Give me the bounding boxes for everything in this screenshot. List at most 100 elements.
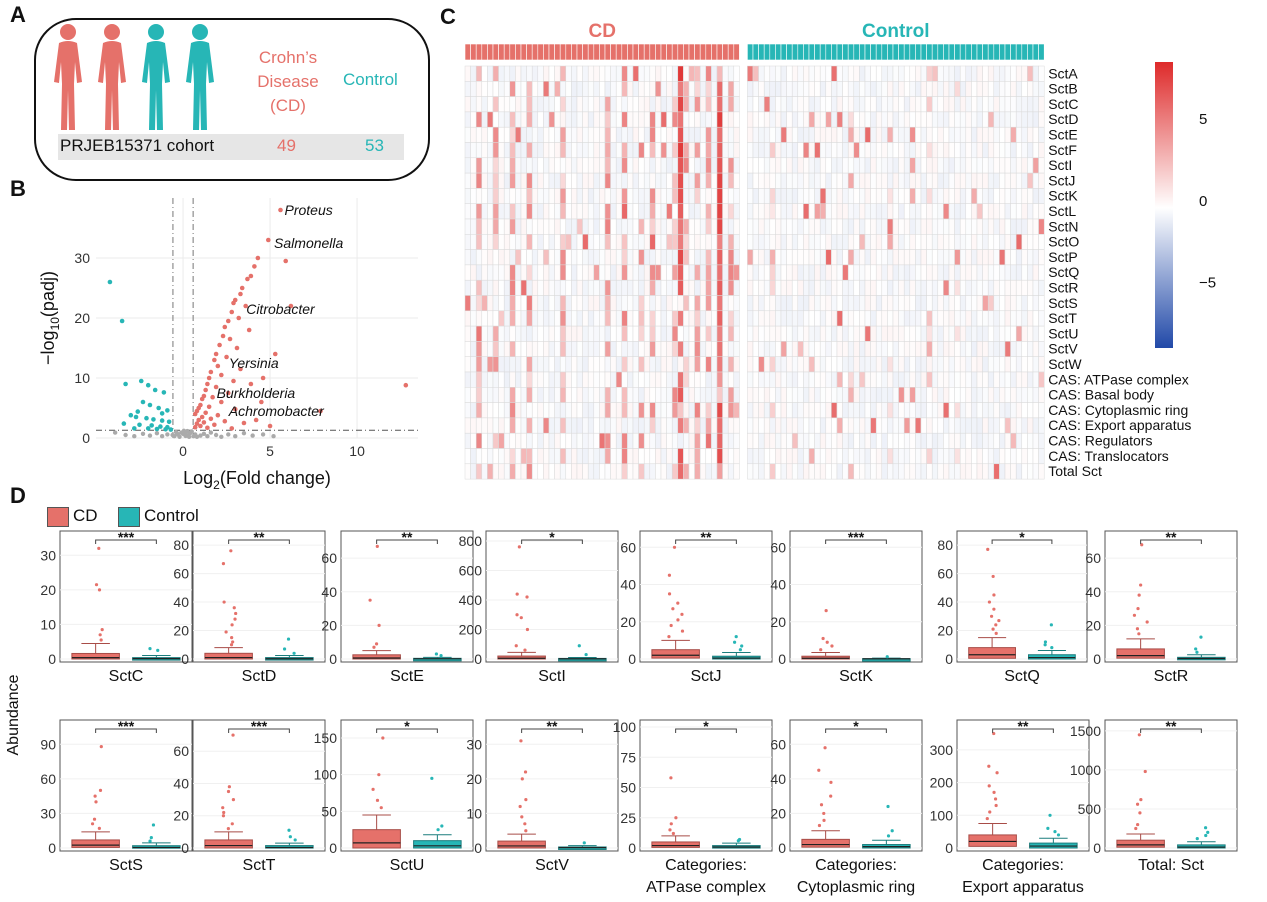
- heatmap-cell: [903, 295, 911, 312]
- heatmap-cell: [711, 81, 718, 97]
- heatmap-cell: [747, 448, 754, 465]
- heatmap-cell: [722, 387, 729, 403]
- heatmap-cell: [993, 249, 1000, 266]
- heatmap-cell: [987, 371, 995, 388]
- heatmap-cell: [859, 249, 866, 266]
- heatmap-annotation-cell: [733, 43, 740, 61]
- heatmap-cell: [870, 142, 877, 159]
- heatmap-cell: [481, 218, 488, 235]
- heatmap-annotation-cell: [464, 43, 471, 61]
- heatmap-cell: [903, 157, 911, 174]
- heatmap-cell: [747, 310, 754, 327]
- boxplot-xlabel-line2: Cytoplasmic ring: [797, 879, 915, 896]
- heatmap-cell: [526, 172, 533, 189]
- heatmap-cell: [599, 126, 606, 143]
- heatmap-cell: [1032, 432, 1039, 449]
- heatmap-cell: [948, 172, 955, 189]
- heatmap-cell: [610, 432, 617, 449]
- boxplot-panel: [1104, 530, 1238, 663]
- heatmap-cell: [842, 81, 849, 97]
- heatmap-cell: [694, 448, 701, 465]
- heatmap-cell: [887, 264, 894, 281]
- heatmap-cell: [819, 65, 827, 82]
- heatmap-cell: [931, 356, 939, 373]
- heatmap-cell: [487, 126, 494, 143]
- boxplot-ytick-label: 80: [173, 537, 189, 553]
- heatmap-cell: [948, 402, 955, 419]
- heatmap-cell: [1004, 157, 1011, 174]
- volcano-point-ns: [250, 433, 255, 438]
- boxplot-outlier: [991, 627, 995, 631]
- heatmap-cell: [649, 96, 656, 113]
- boxplot-ytick-label: 60: [173, 566, 189, 582]
- heatmap-cell: [853, 402, 860, 419]
- heatmap-cell: [565, 341, 572, 357]
- heatmap-cell: [999, 65, 1006, 82]
- heatmap-cell: [825, 157, 832, 174]
- heatmap-cell: [926, 310, 933, 327]
- heatmap-cell: [548, 279, 555, 296]
- heatmap-cell: [559, 295, 567, 312]
- heatmap-cell: [808, 402, 815, 419]
- heatmap-cell: [705, 218, 712, 235]
- heatmap-cell: [492, 172, 499, 189]
- heatmap-cell: [610, 295, 617, 312]
- heatmap-cell: [727, 341, 735, 357]
- heatmap-cell: [599, 188, 606, 204]
- heatmap-cell: [565, 172, 572, 189]
- heatmap-cell: [976, 463, 983, 480]
- heatmap-cell: [716, 295, 723, 312]
- heatmap-cell: [610, 234, 617, 250]
- heatmap-cell: [814, 295, 821, 312]
- heatmap-cell: [971, 264, 978, 281]
- heatmap-cell: [1021, 325, 1028, 342]
- heatmap-cell: [803, 234, 810, 250]
- heatmap-cell: [470, 249, 477, 266]
- heatmap-cell: [1015, 341, 1023, 357]
- heatmap-cell: [464, 341, 471, 357]
- boxplot-ytick-label: 40: [937, 594, 953, 610]
- heatmap-cell: [1032, 249, 1039, 266]
- heatmap-cell: [632, 295, 639, 312]
- heatmap-cell: [587, 341, 595, 357]
- heatmap-cell: [582, 417, 589, 434]
- heatmap-cell: [982, 142, 989, 159]
- heatmap-cell: [999, 264, 1006, 281]
- heatmap-cell: [694, 371, 701, 388]
- heatmap-cell: [548, 463, 555, 480]
- volcano-point-ns: [112, 430, 118, 435]
- heatmap-cell: [915, 81, 922, 97]
- heatmap-cell: [475, 157, 483, 174]
- heatmap-cell: [582, 402, 589, 419]
- heatmap-cell: [959, 402, 967, 419]
- heatmap-cell: [791, 249, 799, 266]
- heatmap-cell: [959, 218, 967, 235]
- heatmap-cell: [582, 463, 589, 480]
- heatmap-cell: [943, 432, 950, 449]
- heatmap-cell: [599, 325, 606, 342]
- heatmap-cell: [864, 203, 871, 220]
- heatmap-cell: [993, 417, 1000, 434]
- boxplot-ytick-label: 100: [930, 807, 954, 823]
- heatmap-cell: [1021, 126, 1028, 143]
- heatmap-cell: [576, 188, 583, 204]
- significance-bracket: [521, 728, 583, 733]
- heatmap-cell: [825, 249, 832, 266]
- heatmap-cell: [683, 325, 690, 342]
- heatmap-cell: [982, 448, 989, 465]
- heatmap-cell: [559, 188, 567, 204]
- boxplot-outlier: [987, 600, 992, 604]
- heatmap-annotation-cell: [559, 43, 567, 61]
- heatmap-cell: [475, 295, 483, 312]
- heatmap-cell: [727, 295, 735, 312]
- boxplot-outlier: [99, 638, 103, 642]
- heatmap-cell: [1010, 65, 1017, 82]
- heatmap-cell: [1004, 295, 1011, 312]
- heatmap-cell: [475, 387, 483, 403]
- heatmap-cell: [565, 448, 572, 465]
- heatmap-cell: [470, 432, 477, 449]
- heatmap-cell: [819, 402, 827, 419]
- boxplot-outlier: [671, 607, 675, 611]
- heatmap-cell: [791, 371, 799, 388]
- volcano-point-ns: [179, 430, 184, 435]
